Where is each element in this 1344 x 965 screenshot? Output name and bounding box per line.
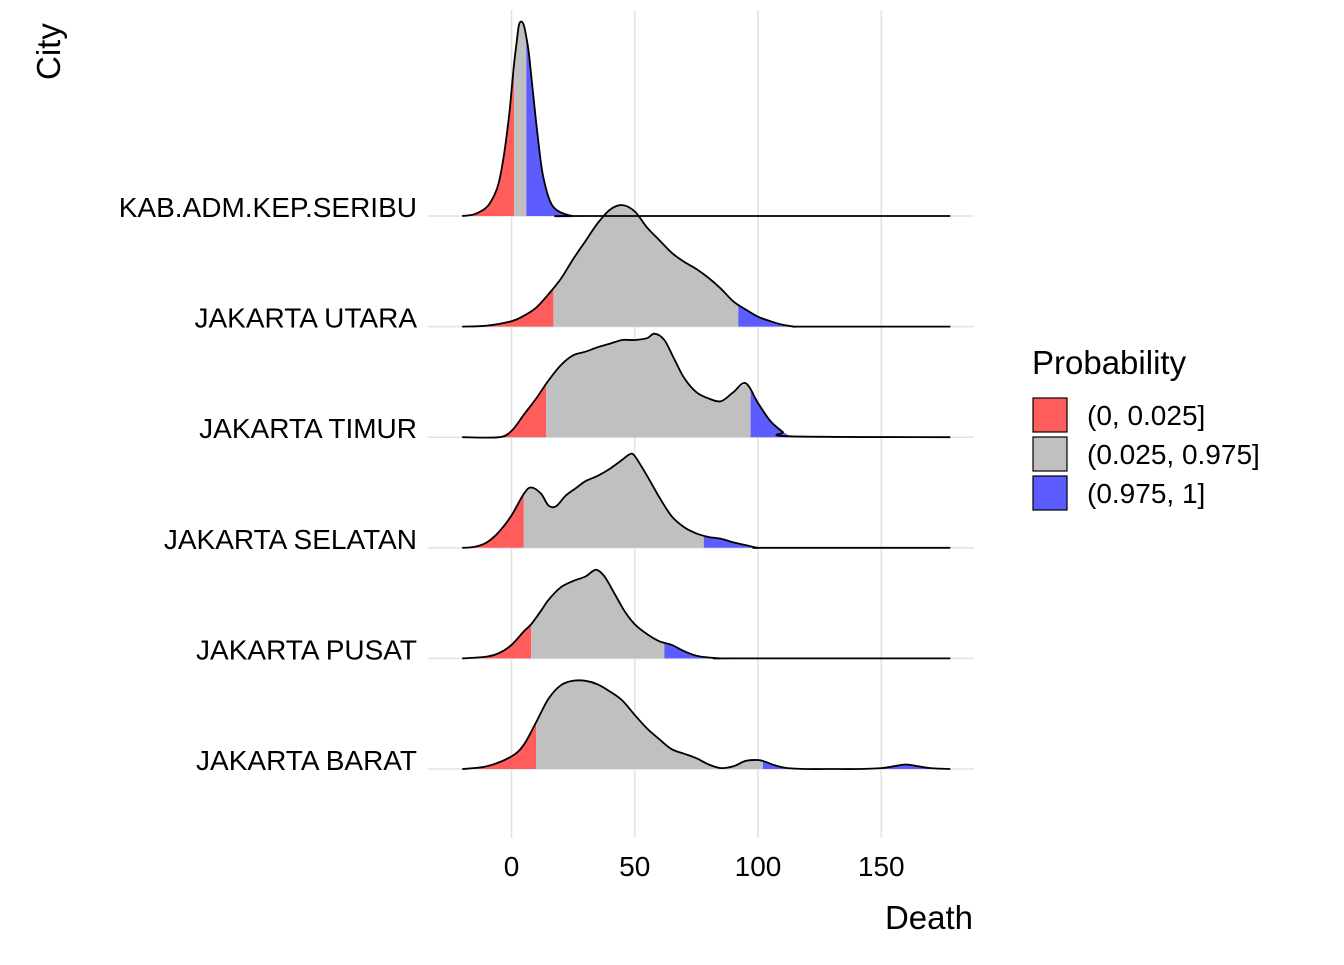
y-axis-title: City <box>30 23 67 80</box>
ridge-jakarta-selatan <box>462 452 951 549</box>
legend-label-2: (0.025, 0.975] <box>1087 439 1260 470</box>
ridge-kab-adm-kep-seribu-middle-area <box>513 21 527 216</box>
legend-label-1: (0, 0.025] <box>1087 400 1205 431</box>
legend-key-2 <box>1032 436 1068 472</box>
ridge-jakarta-barat-upper-area <box>762 761 951 769</box>
ridge-jakarta-timur <box>462 332 951 439</box>
ridge-kab-adm-kep-seribu-lower-area <box>462 64 514 216</box>
legend-title: Probability <box>1032 344 1187 381</box>
ridge-jakarta-timur-outline <box>462 332 951 439</box>
tick-layer: JAKARTA BARAT JAKARTA PUSAT JAKARTA SELATA… <box>119 192 905 882</box>
legend: Probability (0, 0.025] (0.025, 0.975] (0.9… <box>1032 344 1260 511</box>
ridge-jakarta-selatan-lower-area <box>462 493 524 548</box>
ridge-jakarta-barat-middle-area <box>536 680 763 769</box>
ridge-jakarta-pusat-outline <box>462 568 951 660</box>
ridge-layer <box>462 20 951 770</box>
y-tick-label-jakarta-utara: JAKARTA UTARA <box>195 303 418 334</box>
y-tick-label-jakarta-timur: JAKARTA TIMUR <box>199 413 417 444</box>
y-tick-label-jakarta-pusat: JAKARTA PUSAT <box>196 634 417 665</box>
legend-key-3 <box>1032 475 1068 511</box>
y-tick-label-kab-adm-kep-seribu: KAB.ADM.KEP.SERIBU <box>119 192 417 223</box>
ridge-jakarta-timur-middle-area <box>546 333 751 438</box>
ridge-jakarta-barat <box>462 679 951 770</box>
y-tick-label-jakarta-selatan: JAKARTA SELATAN <box>164 524 417 555</box>
ridge-jakarta-timur-upper-area <box>750 391 951 438</box>
ridge-jakarta-selatan-upper-area <box>703 535 951 548</box>
x-axis-title: Death <box>885 899 973 936</box>
legend-key-1 <box>1032 397 1068 433</box>
x-tick-label-150: 150 <box>858 851 905 882</box>
ridge-kab-adm-kep-seribu-outline <box>462 20 951 218</box>
ridge-jakarta-pusat-lower-area <box>462 624 532 659</box>
ridge-jakarta-timur-lower-area <box>462 384 547 438</box>
legend-entries: (0, 0.025] (0.025, 0.975] (0.975, 1] <box>1032 397 1260 511</box>
ridge-jakarta-pusat <box>462 568 951 660</box>
ridge-jakarta-selatan-outline <box>462 452 951 549</box>
ridge-jakarta-selatan-middle-area <box>523 454 704 548</box>
y-tick-label-jakarta-barat: JAKARTA BARAT <box>196 745 417 776</box>
ridge-jakarta-utara-upper-area <box>738 304 951 327</box>
x-tick-label-0: 0 <box>504 851 520 882</box>
ridge-jakarta-barat-lower-area <box>462 722 537 769</box>
ridge-jakarta-barat-outline <box>462 679 951 770</box>
ridge-jakarta-utara-middle-area <box>553 205 739 327</box>
ridge-kab-adm-kep-seribu <box>462 20 951 218</box>
ridge-jakarta-utara <box>462 204 951 328</box>
ridge-kab-adm-kep-seribu-upper-area <box>526 36 951 217</box>
ridge-jakarta-pusat-upper-area <box>664 642 951 659</box>
ridge-jakarta-pusat-middle-area <box>531 570 665 659</box>
ridge-jakarta-utara-lower-area <box>462 288 554 327</box>
x-tick-label-100: 100 <box>735 851 782 882</box>
ridge-jakarta-utara-outline <box>462 204 951 328</box>
legend-label-3: (0.975, 1] <box>1087 478 1205 509</box>
x-tick-label-50: 50 <box>619 851 650 882</box>
